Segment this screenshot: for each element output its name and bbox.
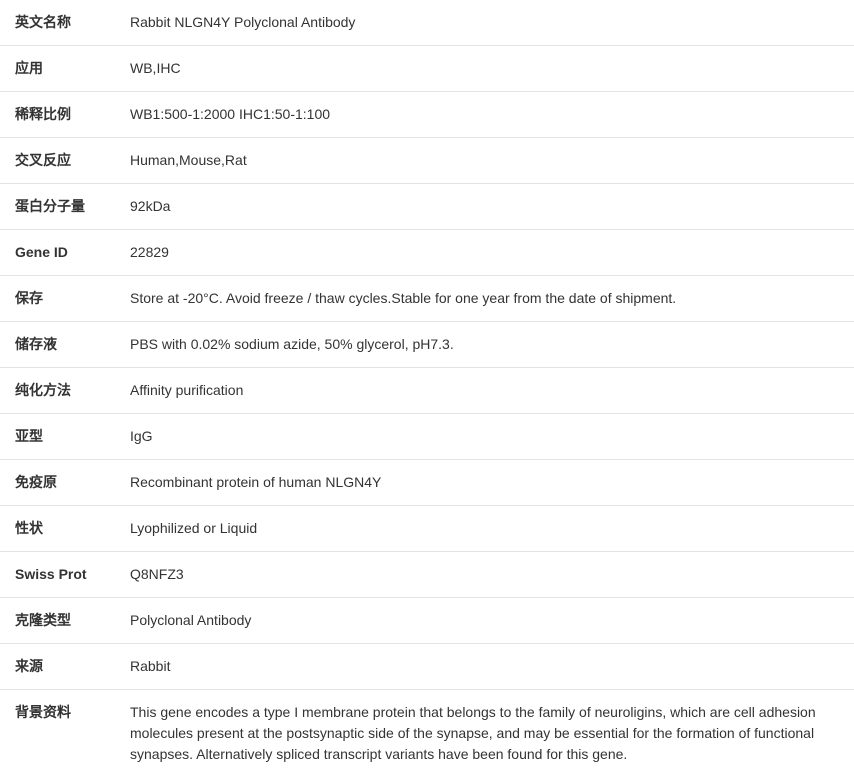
row-value: 92kDa [115, 184, 854, 230]
row-value: 22829 [115, 230, 854, 276]
row-value: WB1:500-1:2000 IHC1:50-1:100 [115, 92, 854, 138]
row-label: 免疫原 [0, 460, 115, 506]
table-row: 储存液PBS with 0.02% sodium azide, 50% glyc… [0, 322, 854, 368]
row-label: 稀释比例 [0, 92, 115, 138]
spec-table: 英文名称Rabbit NLGN4Y Polyclonal Antibody 应用… [0, 0, 854, 777]
table-row: 亚型IgG [0, 414, 854, 460]
row-value: Affinity purification [115, 368, 854, 414]
row-value: Recombinant protein of human NLGN4Y [115, 460, 854, 506]
row-value: Polyclonal Antibody [115, 598, 854, 644]
table-row: Gene ID22829 [0, 230, 854, 276]
row-label: 克隆类型 [0, 598, 115, 644]
spec-table-body: 英文名称Rabbit NLGN4Y Polyclonal Antibody 应用… [0, 0, 854, 777]
row-label: 性状 [0, 506, 115, 552]
row-value: Q8NFZ3 [115, 552, 854, 598]
row-value: This gene encodes a type I membrane prot… [115, 690, 854, 777]
table-row: 克隆类型Polyclonal Antibody [0, 598, 854, 644]
row-label: 纯化方法 [0, 368, 115, 414]
table-row: 保存Store at -20°C. Avoid freeze / thaw cy… [0, 276, 854, 322]
row-value: Lyophilized or Liquid [115, 506, 854, 552]
row-value: Rabbit NLGN4Y Polyclonal Antibody [115, 0, 854, 46]
row-label: 来源 [0, 644, 115, 690]
row-label: 保存 [0, 276, 115, 322]
row-label: 英文名称 [0, 0, 115, 46]
table-row: 蛋白分子量92kDa [0, 184, 854, 230]
row-value: PBS with 0.02% sodium azide, 50% glycero… [115, 322, 854, 368]
table-row: 稀释比例WB1:500-1:2000 IHC1:50-1:100 [0, 92, 854, 138]
table-row: 应用WB,IHC [0, 46, 854, 92]
row-value: Rabbit [115, 644, 854, 690]
row-value: WB,IHC [115, 46, 854, 92]
table-row: 交叉反应Human,Mouse,Rat [0, 138, 854, 184]
row-label: 亚型 [0, 414, 115, 460]
row-label: Gene ID [0, 230, 115, 276]
table-row: 英文名称Rabbit NLGN4Y Polyclonal Antibody [0, 0, 854, 46]
row-value: Store at -20°C. Avoid freeze / thaw cycl… [115, 276, 854, 322]
row-label: 储存液 [0, 322, 115, 368]
table-row: 性状Lyophilized or Liquid [0, 506, 854, 552]
row-label: 交叉反应 [0, 138, 115, 184]
row-label: Swiss Prot [0, 552, 115, 598]
table-row: 背景资料This gene encodes a type I membrane … [0, 690, 854, 777]
row-value: IgG [115, 414, 854, 460]
row-label: 蛋白分子量 [0, 184, 115, 230]
row-label: 背景资料 [0, 690, 115, 777]
table-row: 来源Rabbit [0, 644, 854, 690]
row-label: 应用 [0, 46, 115, 92]
table-row: 纯化方法Affinity purification [0, 368, 854, 414]
table-row: Swiss ProtQ8NFZ3 [0, 552, 854, 598]
table-row: 免疫原Recombinant protein of human NLGN4Y [0, 460, 854, 506]
row-value: Human,Mouse,Rat [115, 138, 854, 184]
